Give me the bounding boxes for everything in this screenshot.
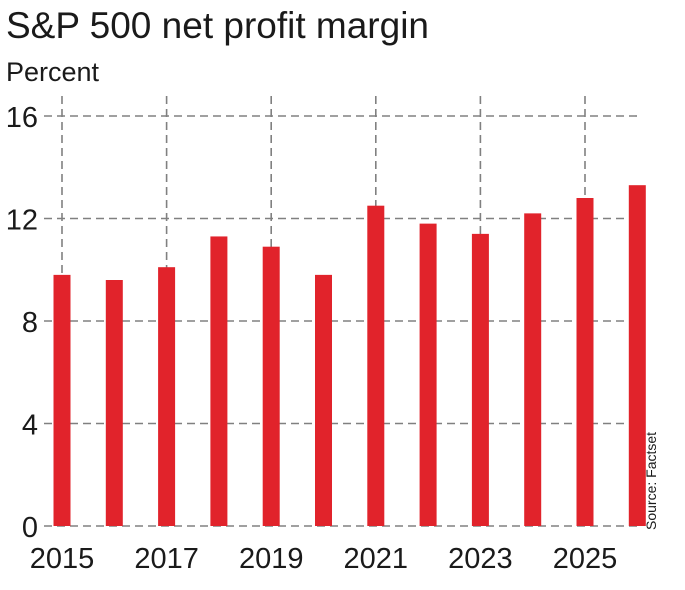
bar-2024	[524, 213, 542, 526]
bar-2019	[262, 246, 280, 526]
bar-2026	[628, 185, 646, 526]
y-tick-label: 8	[22, 307, 38, 339]
x-tick-label: 2021	[344, 543, 409, 575]
bar-2018	[210, 236, 228, 526]
bar-2015	[53, 274, 71, 526]
y-tick-label: 12	[6, 205, 38, 237]
y-tick-label: 16	[6, 102, 38, 134]
y-tick-label: 4	[22, 410, 38, 442]
bar-2023	[471, 233, 489, 526]
y-tick-label: 0	[22, 512, 38, 544]
bar-2016	[105, 280, 123, 526]
chart-subtitle: Percent	[6, 57, 100, 87]
x-tick-label: 2015	[30, 543, 95, 575]
x-tick-labels: 2015 2017 2019 2021 2023 2025	[30, 543, 618, 575]
bar-2022	[419, 223, 437, 526]
bar-2021	[367, 205, 385, 526]
horizontal-gridlines	[44, 115, 640, 527]
x-tick-label: 2019	[239, 543, 304, 575]
bar-2020	[315, 274, 332, 526]
x-tick-label: 2025	[553, 543, 618, 575]
bar-2025	[576, 198, 594, 526]
bar-2017	[158, 267, 176, 526]
y-tick-labels: 0 4 8 12 16	[6, 102, 38, 544]
bars	[53, 185, 646, 526]
x-tick-label: 2023	[448, 543, 513, 575]
x-tick-label: 2017	[134, 543, 199, 575]
chart-title: S&P 500 net profit margin	[6, 5, 430, 46]
